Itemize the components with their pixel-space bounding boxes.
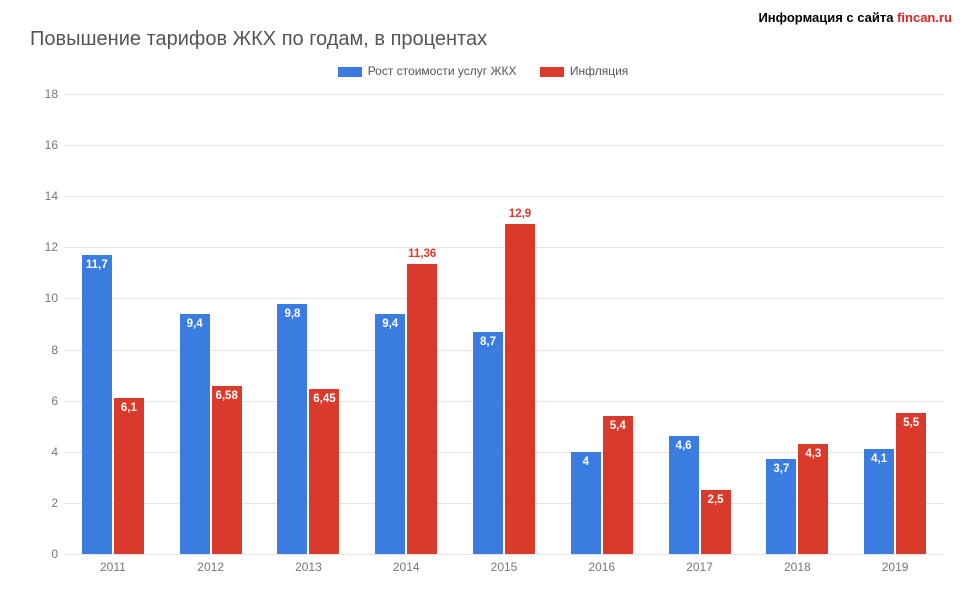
bar-value-label: 8,7 xyxy=(473,336,503,348)
bar-series1: 11,36 xyxy=(407,264,437,554)
x-axis-label: 2011 xyxy=(100,560,126,574)
gridline xyxy=(64,247,944,248)
bar-series0: 4,6 xyxy=(669,436,699,554)
gridline xyxy=(64,554,944,555)
x-axis-label: 2019 xyxy=(882,560,909,574)
gridline xyxy=(64,196,944,197)
source-prefix: Информация с сайта xyxy=(758,10,897,25)
bar-series0: 9,4 xyxy=(180,314,210,554)
gridline xyxy=(64,298,944,299)
bar-value-label: 4,3 xyxy=(798,448,828,460)
bar-value-label: 9,4 xyxy=(180,318,210,330)
bar-series1: 12,9 xyxy=(505,224,535,554)
bar-value-label: 12,9 xyxy=(505,208,535,220)
x-axis-label: 2018 xyxy=(784,560,811,574)
bar-value-label: 9,4 xyxy=(375,318,405,330)
source-attribution: Информация с сайта fincan.ru xyxy=(758,10,952,25)
bar-value-label: 2,5 xyxy=(701,494,731,506)
bar-series0: 3,7 xyxy=(766,459,796,554)
bar-value-label: 6,45 xyxy=(309,393,339,405)
bar-series1: 6,1 xyxy=(114,398,144,554)
y-axis-label: 16 xyxy=(32,138,58,152)
bar-value-label: 4 xyxy=(571,456,601,468)
legend-swatch-1 xyxy=(540,67,564,77)
bar-series0: 4 xyxy=(571,452,601,554)
y-axis-label: 18 xyxy=(32,87,58,101)
y-axis-label: 10 xyxy=(32,291,58,305)
x-axis-label: 2017 xyxy=(686,560,713,574)
x-axis-label: 2014 xyxy=(393,560,420,574)
bar-series1: 5,5 xyxy=(896,413,926,554)
legend-label-0: Рост стоимости услуг ЖКХ xyxy=(368,64,517,78)
bar-series0: 11,7 xyxy=(82,255,112,554)
bar-series1: 6,45 xyxy=(309,389,339,554)
chart-title: Повышение тарифов ЖКХ по годам, в процен… xyxy=(30,28,487,51)
gridline xyxy=(64,145,944,146)
bar-series1: 6,58 xyxy=(212,386,242,554)
legend-item-1: Инфляция xyxy=(540,64,628,78)
bar-value-label: 4,6 xyxy=(669,440,699,452)
bar-series1: 4,3 xyxy=(798,444,828,554)
legend-label-1: Инфляция xyxy=(570,64,628,78)
gridline xyxy=(64,94,944,95)
bar-value-label: 9,8 xyxy=(277,308,307,320)
chart-legend: Рост стоимости услуг ЖКХ Инфляция xyxy=(0,64,966,78)
legend-swatch-0 xyxy=(338,67,362,77)
x-axis-label: 2016 xyxy=(588,560,615,574)
bar-series1: 2,5 xyxy=(701,490,731,554)
bar-value-label: 11,7 xyxy=(82,259,112,271)
y-axis-label: 4 xyxy=(32,445,58,459)
bar-value-label: 6,58 xyxy=(212,390,242,402)
x-axis-label: 2015 xyxy=(491,560,518,574)
source-domain: fincan.ru xyxy=(897,10,952,25)
bar-value-label: 3,7 xyxy=(766,463,796,475)
bar-series0: 8,7 xyxy=(473,332,503,554)
chart-plot-area: 024681012141618201111,76,120129,46,58201… xyxy=(64,94,944,554)
y-axis-label: 14 xyxy=(32,189,58,203)
y-axis-label: 0 xyxy=(32,547,58,561)
bar-series0: 9,8 xyxy=(277,304,307,554)
x-axis-label: 2012 xyxy=(197,560,224,574)
legend-item-0: Рост стоимости услуг ЖКХ xyxy=(338,64,517,78)
bar-value-label: 6,1 xyxy=(114,402,144,414)
bar-value-label: 5,4 xyxy=(603,420,633,432)
bar-series1: 5,4 xyxy=(603,416,633,554)
bar-series0: 9,4 xyxy=(375,314,405,554)
bar-value-label: 11,36 xyxy=(407,248,437,260)
bar-series0: 4,1 xyxy=(864,449,894,554)
x-axis-label: 2013 xyxy=(295,560,322,574)
bar-value-label: 4,1 xyxy=(864,453,894,465)
y-axis-label: 6 xyxy=(32,394,58,408)
y-axis-label: 2 xyxy=(32,496,58,510)
y-axis-label: 12 xyxy=(32,240,58,254)
bar-value-label: 5,5 xyxy=(896,417,926,429)
y-axis-label: 8 xyxy=(32,343,58,357)
